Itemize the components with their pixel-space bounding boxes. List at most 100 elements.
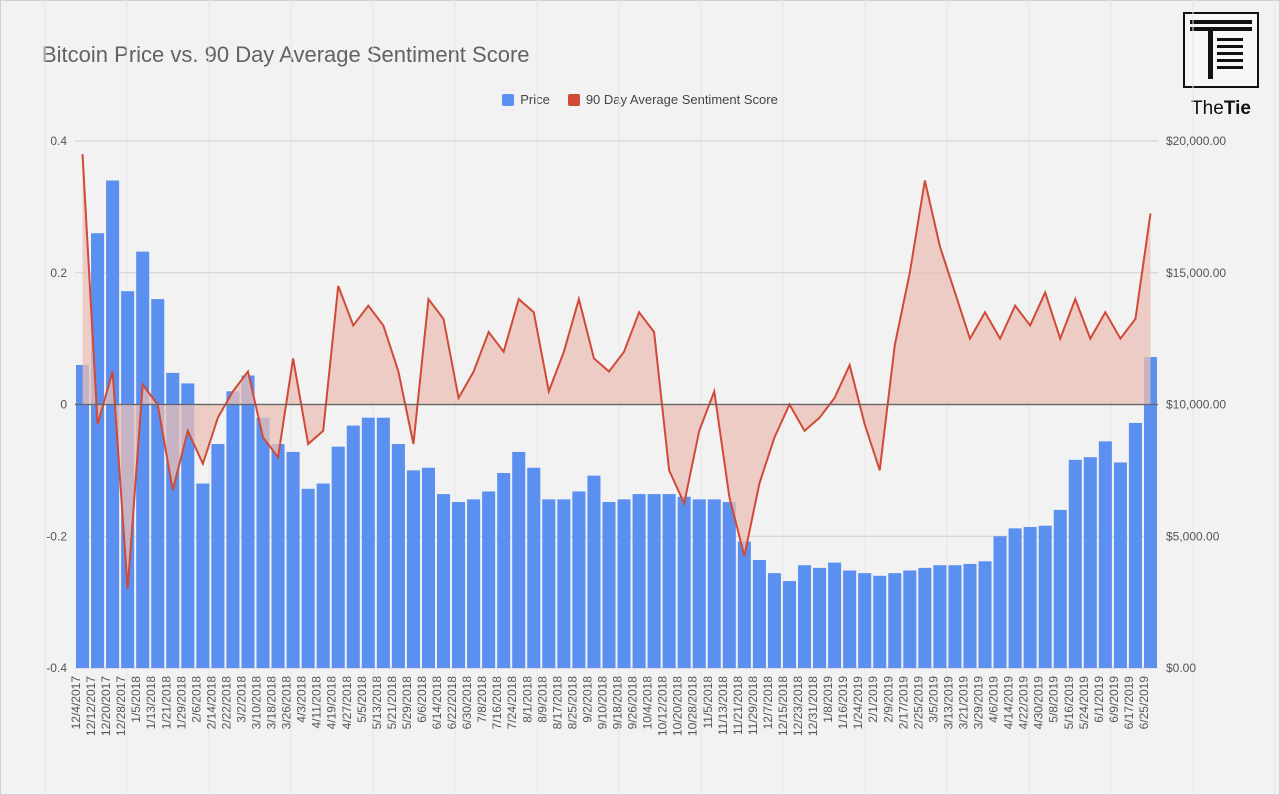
price-bar (76, 364, 90, 668)
price-bar (391, 444, 405, 668)
price-bar (361, 417, 375, 668)
price-bar (226, 391, 240, 668)
price-bar (722, 501, 736, 668)
x-axis-tick-label: 12/12/2017 (84, 676, 98, 736)
x-axis-tick-label: 12/23/2018 (791, 676, 805, 736)
x-axis-tick-label: 2/9/2019 (881, 676, 895, 723)
x-axis-tick-label: 11/13/2018 (716, 676, 730, 735)
legend-item-sentiment[interactable]: 90 Day Average Sentiment Score (567, 92, 778, 107)
price-bar (963, 563, 977, 668)
x-axis-tick-label: 1/21/2018 (159, 676, 173, 730)
price-bar (151, 299, 165, 668)
x-axis-tick-label: 1/13/2018 (144, 676, 158, 730)
x-axis-tick-label: 8/17/2018 (550, 676, 564, 730)
x-axis-tick-label: 3/2/2018 (234, 676, 248, 723)
price-bar (632, 494, 646, 668)
chart-legend: Price 90 Day Average Sentiment Score (0, 92, 1280, 107)
price-bar (331, 446, 345, 668)
x-axis-tick-label: 1/24/2019 (851, 676, 865, 730)
price-bar (873, 575, 887, 668)
price-bar (241, 375, 255, 668)
price-bar (286, 451, 300, 668)
price-bar (1098, 441, 1112, 668)
legend-label-price: Price (520, 92, 550, 107)
price-bar (1038, 525, 1052, 668)
x-axis-tick-label: 5/29/2018 (400, 676, 414, 730)
x-axis-tick-label: 12/15/2018 (776, 676, 790, 736)
the-tie-logo-icon (1183, 12, 1259, 88)
price-bar (858, 573, 872, 668)
right-axis-tick-label: $20,000.00 (1166, 134, 1226, 148)
price-bar (557, 499, 571, 668)
x-axis-tick-label: 6/25/2019 (1137, 676, 1151, 730)
price-bar (406, 470, 420, 668)
sentiment-line (81, 154, 1152, 590)
price-bar (1083, 457, 1097, 668)
left-axis-tick-label: -0.2 (46, 529, 67, 543)
price-bar (106, 180, 120, 668)
x-axis-tick-label: 1/8/2019 (821, 676, 835, 723)
price-bar (767, 573, 781, 668)
legend-swatch-price (502, 93, 515, 106)
x-axis-tick-label: 2/17/2019 (896, 676, 910, 730)
x-axis-tick-label: 2/1/2019 (866, 676, 880, 723)
price-bar (647, 494, 661, 668)
x-axis-tick-label: 4/11/2018 (310, 676, 324, 729)
x-axis-tick-label: 6/30/2018 (460, 676, 474, 730)
x-axis-tick-label: 9/10/2018 (595, 676, 609, 730)
x-axis-tick-label: 4/22/2019 (1017, 676, 1031, 730)
left-axis-tick-label: 0.4 (50, 134, 67, 148)
price-bar (843, 570, 857, 668)
price-bar (512, 451, 526, 668)
price-bar (813, 567, 827, 668)
x-axis-tick-label: 3/26/2018 (280, 676, 294, 730)
left-axis-tick-label: -0.4 (46, 661, 67, 675)
x-axis-tick-label: 7/8/2018 (475, 676, 489, 723)
x-axis-tick-label: 3/13/2019 (941, 676, 955, 730)
price-bar (602, 501, 616, 668)
right-axis-tick-label: $15,000.00 (1166, 266, 1226, 280)
price-bar (452, 501, 466, 668)
x-axis-tick-label: 5/5/2018 (355, 676, 369, 723)
x-axis-tick-label: 10/20/2018 (671, 676, 685, 736)
x-axis-tick-label: 3/18/2018 (265, 676, 279, 730)
x-axis-tick-label: 12/20/2017 (99, 676, 113, 736)
right-axis-tick-label: $10,000.00 (1166, 398, 1226, 412)
x-axis-tick-label: 1/16/2019 (836, 676, 850, 730)
price-bar (737, 541, 751, 668)
x-axis-tick-label: 6/22/2018 (445, 676, 459, 730)
x-axis-tick-label: 10/28/2018 (686, 676, 700, 736)
price-bar (993, 536, 1007, 668)
x-axis-tick-label: 1/29/2018 (174, 676, 188, 730)
x-axis-tick-label: 4/30/2019 (1032, 676, 1046, 730)
price-bar (346, 425, 360, 668)
x-axis-tick-label: 3/29/2019 (972, 676, 986, 730)
x-axis-tick-label: 5/24/2019 (1077, 676, 1091, 730)
price-bar (677, 496, 691, 668)
price-bar (211, 444, 225, 668)
logo-wordmark: TheTie (1191, 98, 1251, 119)
price-bar (1053, 509, 1067, 668)
price-bar (752, 559, 766, 668)
x-axis-tick-label: 4/19/2018 (325, 676, 339, 730)
x-axis-tick-label: 8/1/2018 (520, 676, 534, 723)
x-axis-tick-label: 3/21/2019 (956, 676, 970, 730)
price-bar (181, 383, 195, 668)
x-axis-tick-label: 6/14/2018 (430, 676, 444, 730)
legend-item-price[interactable]: Price (502, 92, 550, 107)
price-bar (978, 561, 992, 668)
price-bar (587, 475, 601, 668)
x-axis-tick-label: 2/25/2019 (911, 676, 925, 730)
x-axis-tick-label: 12/4/2017 (69, 676, 83, 730)
price-bar (1023, 527, 1037, 668)
price-bar (798, 565, 812, 668)
x-axis-tick-label: 7/24/2018 (505, 676, 519, 730)
price-bar (1068, 459, 1082, 668)
price-bar (91, 233, 105, 668)
the-tie-logo: TheTie (1183, 12, 1259, 120)
price-bar (316, 483, 330, 668)
price-bar (572, 491, 586, 668)
left-axis-tick-label: 0 (60, 398, 67, 412)
x-axis-tick-label: 10/12/2018 (656, 676, 670, 736)
